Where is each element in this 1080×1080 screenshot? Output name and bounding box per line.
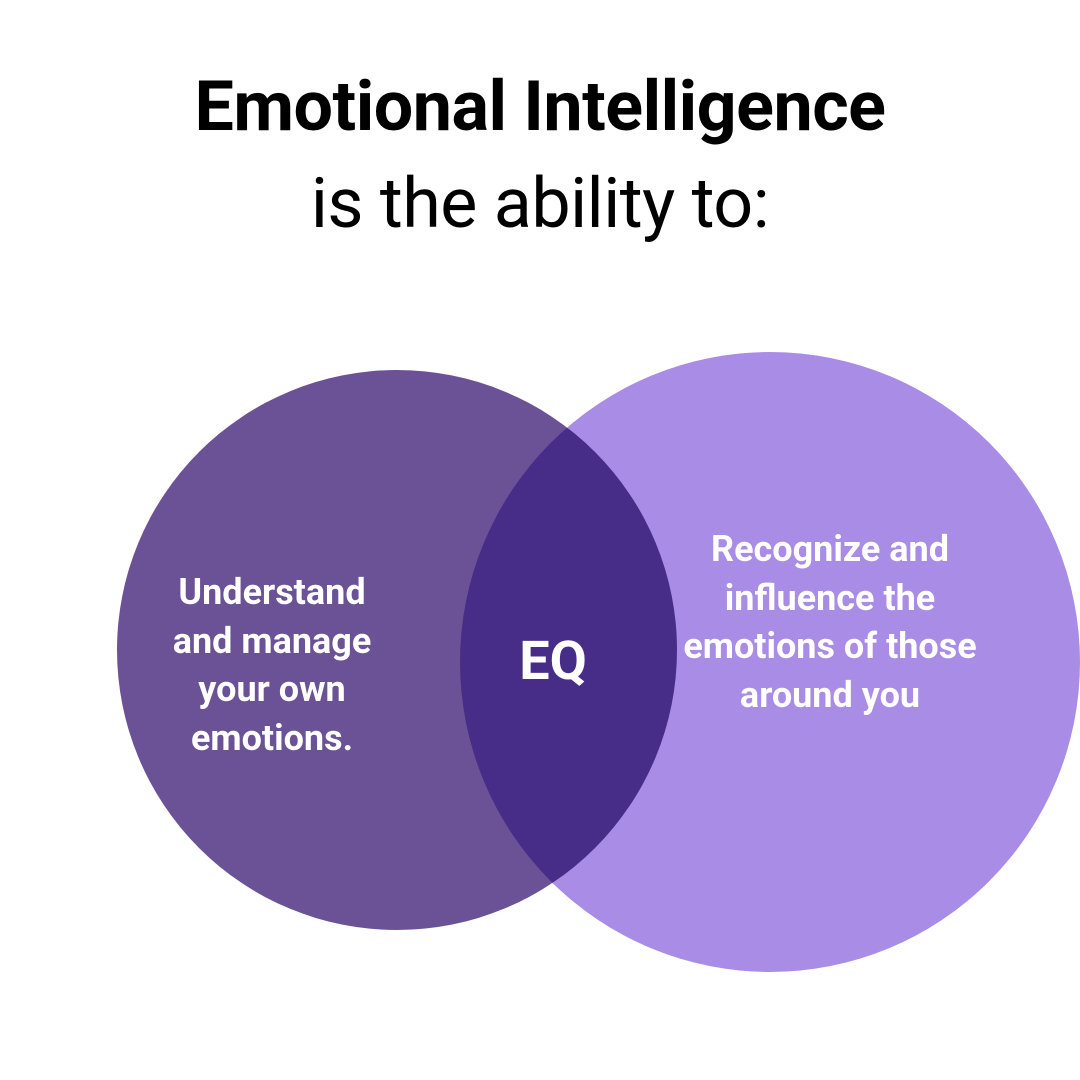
heading-title-bold: Emotional Intelligence <box>0 62 1080 153</box>
heading-block: Emotional Intelligence is the ability to… <box>0 62 1080 250</box>
venn-label-right: Recognize and influence the emotions of … <box>680 525 980 719</box>
venn-diagram: Understand and manage your own emotions.… <box>0 370 1080 1070</box>
venn-label-intersection: EQ <box>488 626 618 699</box>
venn-label-left: Understand and manage your own emotions. <box>147 568 397 762</box>
heading-title-regular: is the ability to: <box>0 159 1080 250</box>
